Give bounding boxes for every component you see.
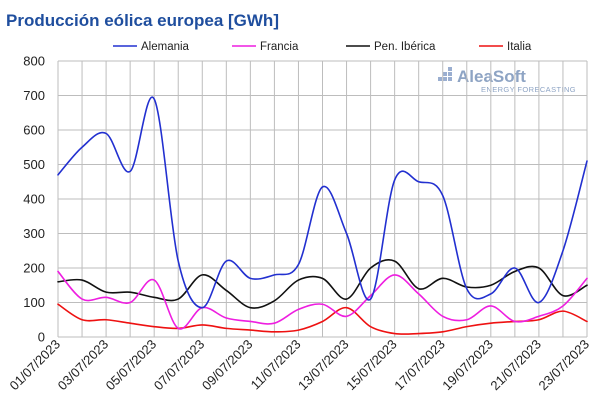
legend-label-alemania: Alemania <box>141 41 190 53</box>
y-tick-label: 400 <box>23 192 45 207</box>
chart-title: Producción eólica europea [GWh] <box>6 11 279 30</box>
x-tick-label: 23/07/2023 <box>535 337 592 394</box>
legend-label-francia: Francia <box>260 41 299 53</box>
series-line-italia <box>57 303 588 335</box>
x-tick-label: 01/07/2023 <box>6 337 63 394</box>
chart-series <box>57 96 588 335</box>
chart-grid <box>57 60 588 338</box>
x-tick-label: 19/07/2023 <box>439 337 496 394</box>
x-axis-tick-labels: 01/07/202303/07/202305/07/202307/07/2023… <box>6 337 592 394</box>
x-tick-label: 05/07/2023 <box>103 337 160 394</box>
aleasoft-logo-name: AleaSoft <box>457 67 526 86</box>
chart-legend: Alemania Francia Pen. Ibérica Italia <box>113 41 532 53</box>
x-tick-label: 21/07/2023 <box>487 337 544 394</box>
x-tick-label: 07/07/2023 <box>151 337 208 394</box>
aleasoft-logo-tagline: ENERGY FORECASTING <box>481 85 576 94</box>
y-tick-label: 0 <box>38 330 45 345</box>
legend-label-italia: Italia <box>507 41 532 53</box>
y-tick-label: 100 <box>23 295 45 310</box>
y-tick-label: 300 <box>23 226 45 241</box>
x-tick-label: 13/07/2023 <box>295 337 352 394</box>
series-line-alemania <box>57 96 588 309</box>
y-tick-label: 700 <box>23 88 45 103</box>
x-tick-label: 03/07/2023 <box>55 337 112 394</box>
y-tick-label: 600 <box>23 123 45 138</box>
series-line-pen-iberica <box>57 259 588 309</box>
y-tick-label: 500 <box>23 157 45 172</box>
x-tick-label: 17/07/2023 <box>391 337 448 394</box>
series-line-francia <box>57 270 588 330</box>
x-tick-label: 15/07/2023 <box>343 337 400 394</box>
y-tick-label: 200 <box>23 261 45 276</box>
aleasoft-logo: AleaSoft ENERGY FORECASTING <box>438 67 576 94</box>
aleasoft-logo-mark <box>438 67 452 81</box>
y-tick-label: 800 <box>23 54 45 69</box>
x-tick-label: 09/07/2023 <box>199 337 256 394</box>
y-axis-tick-labels: 0 100 200 300 400 500 600 700 800 <box>23 54 45 345</box>
legend-label-pen-iberica: Pen. Ibérica <box>374 41 436 53</box>
